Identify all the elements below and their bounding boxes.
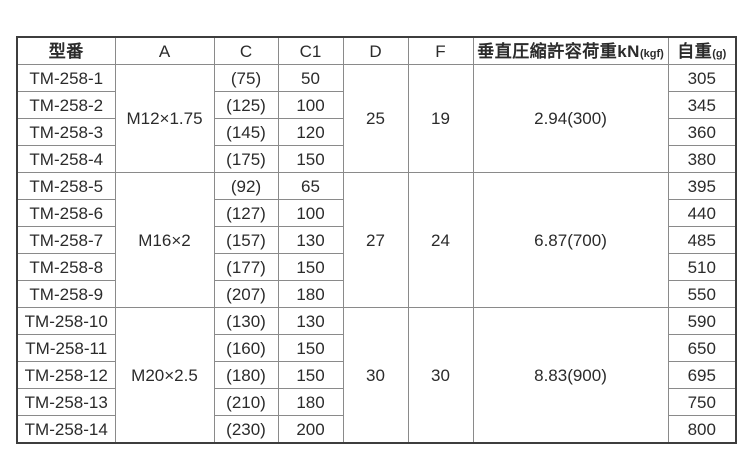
cell-c1: 120 xyxy=(277,118,344,146)
cell-c: (75) xyxy=(213,64,279,92)
cell-a-group: M20×2.5 xyxy=(114,307,215,444)
cell-model: TM-258-8 xyxy=(16,253,116,281)
cell-model: TM-258-7 xyxy=(16,226,116,254)
cell-c: (127) xyxy=(213,199,279,227)
cell-model: TM-258-10 xyxy=(16,307,116,335)
cell-c: (177) xyxy=(213,253,279,281)
table-row: TM-258-8 (177) 150 510 xyxy=(16,253,737,281)
cell-weight: 305 xyxy=(667,64,737,92)
cell-model: TM-258-12 xyxy=(16,361,116,389)
cell-model: TM-258-11 xyxy=(16,334,116,362)
table-row: TM-258-9 (207) 180 550 xyxy=(16,280,737,308)
col-header-weight-label: 自重 xyxy=(677,41,713,61)
cell-d-group: 27 xyxy=(342,172,409,308)
cell-weight: 590 xyxy=(667,307,737,335)
cell-model: TM-258-2 xyxy=(16,91,116,119)
cell-model: TM-258-14 xyxy=(16,415,116,444)
cell-c: (160) xyxy=(213,334,279,362)
cell-weight: 380 xyxy=(667,145,737,173)
col-header-load-label: 垂直圧縮許容荷重kN xyxy=(477,41,640,61)
cell-model: TM-258-4 xyxy=(16,145,116,173)
col-header-f: F xyxy=(407,36,474,65)
cell-weight: 485 xyxy=(667,226,737,254)
cell-c1: 65 xyxy=(277,172,344,200)
cell-c1: 200 xyxy=(277,415,344,444)
table-row: TM-258-4 (175) 150 380 xyxy=(16,145,737,173)
cell-load-group: 2.94(300) xyxy=(472,64,669,173)
cell-c1: 180 xyxy=(277,388,344,416)
table-row: TM-258-11 (160) 150 650 xyxy=(16,334,737,362)
col-header-load-unit: (kgf) xyxy=(639,47,664,60)
cell-f-group: 19 xyxy=(407,64,474,173)
cell-c1: 150 xyxy=(277,145,344,173)
cell-model: TM-258-3 xyxy=(16,118,116,146)
cell-f-group: 30 xyxy=(407,307,474,444)
col-header-load: 垂直圧縮許容荷重kN(kgf) xyxy=(472,36,669,65)
cell-load-group: 8.83(900) xyxy=(472,307,669,444)
cell-c1: 100 xyxy=(277,91,344,119)
cell-c1: 130 xyxy=(277,307,344,335)
table-row: TM-258-6 (127) 100 440 xyxy=(16,199,737,227)
table-row: TM-258-7 (157) 130 485 xyxy=(16,226,737,254)
cell-c: (175) xyxy=(213,145,279,173)
cell-c1: 100 xyxy=(277,199,344,227)
col-header-weight: 自重(g) xyxy=(667,36,737,65)
cell-c1: 150 xyxy=(277,361,344,389)
col-header-a: A xyxy=(114,36,215,65)
cell-c: (180) xyxy=(213,361,279,389)
cell-model: TM-258-1 xyxy=(16,64,116,92)
spec-table: 型番 A C C1 D F 垂直圧縮許容荷重kN(kgf) 自重(g) TM-2… xyxy=(16,36,737,444)
cell-c: (207) xyxy=(213,280,279,308)
cell-c: (157) xyxy=(213,226,279,254)
cell-c1: 50 xyxy=(277,64,344,92)
cell-weight: 395 xyxy=(667,172,737,200)
col-header-weight-unit: (g) xyxy=(712,47,727,60)
header-row: 型番 A C C1 D F 垂直圧縮許容荷重kN(kgf) 自重(g) xyxy=(16,36,737,65)
table-row: TM-258-10 M20×2.5 (130) 130 30 30 8.83(9… xyxy=(16,307,737,444)
cell-c: (92) xyxy=(213,172,279,200)
cell-weight: 695 xyxy=(667,361,737,389)
cell-weight: 550 xyxy=(667,280,737,308)
cell-model: TM-258-9 xyxy=(16,280,116,308)
cell-weight: 360 xyxy=(667,118,737,146)
cell-weight: 345 xyxy=(667,91,737,119)
col-header-c1: C1 xyxy=(277,36,344,65)
cell-a-group: M12×1.75 xyxy=(114,64,215,173)
cell-d-group: 25 xyxy=(342,64,409,173)
col-header-c: C xyxy=(213,36,279,65)
col-header-model: 型番 xyxy=(16,36,116,65)
cell-c: (125) xyxy=(213,91,279,119)
cell-weight: 510 xyxy=(667,253,737,281)
cell-model: TM-258-13 xyxy=(16,388,116,416)
table-row: TM-258-13 (210) 180 750 xyxy=(16,388,737,416)
cell-c: (210) xyxy=(213,388,279,416)
cell-model: TM-258-6 xyxy=(16,199,116,227)
col-header-d: D xyxy=(342,36,409,65)
table-row: TM-258-5 M16×2 (92) 65 27 24 6.87(700) 3… xyxy=(16,172,737,308)
cell-c1: 150 xyxy=(277,253,344,281)
cell-c1: 130 xyxy=(277,226,344,254)
cell-c: (130) xyxy=(213,307,279,335)
cell-c: (145) xyxy=(213,118,279,146)
cell-weight: 750 xyxy=(667,388,737,416)
cell-weight: 440 xyxy=(667,199,737,227)
table-row: TM-258-2 (125) 100 345 xyxy=(16,91,737,119)
cell-f-group: 24 xyxy=(407,172,474,308)
cell-c1: 150 xyxy=(277,334,344,362)
cell-weight: 800 xyxy=(667,415,737,444)
cell-model: TM-258-5 xyxy=(16,172,116,200)
cell-weight: 650 xyxy=(667,334,737,362)
table-row: TM-258-1 M12×1.75 (75) 50 25 19 2.94(300… xyxy=(16,64,737,173)
cell-load-group: 6.87(700) xyxy=(472,172,669,308)
cell-c: (230) xyxy=(213,415,279,444)
table-row: TM-258-14 (230) 200 800 xyxy=(16,415,737,444)
cell-c1: 180 xyxy=(277,280,344,308)
cell-d-group: 30 xyxy=(342,307,409,444)
table-row: TM-258-3 (145) 120 360 xyxy=(16,118,737,146)
cell-a-group: M16×2 xyxy=(114,172,215,308)
